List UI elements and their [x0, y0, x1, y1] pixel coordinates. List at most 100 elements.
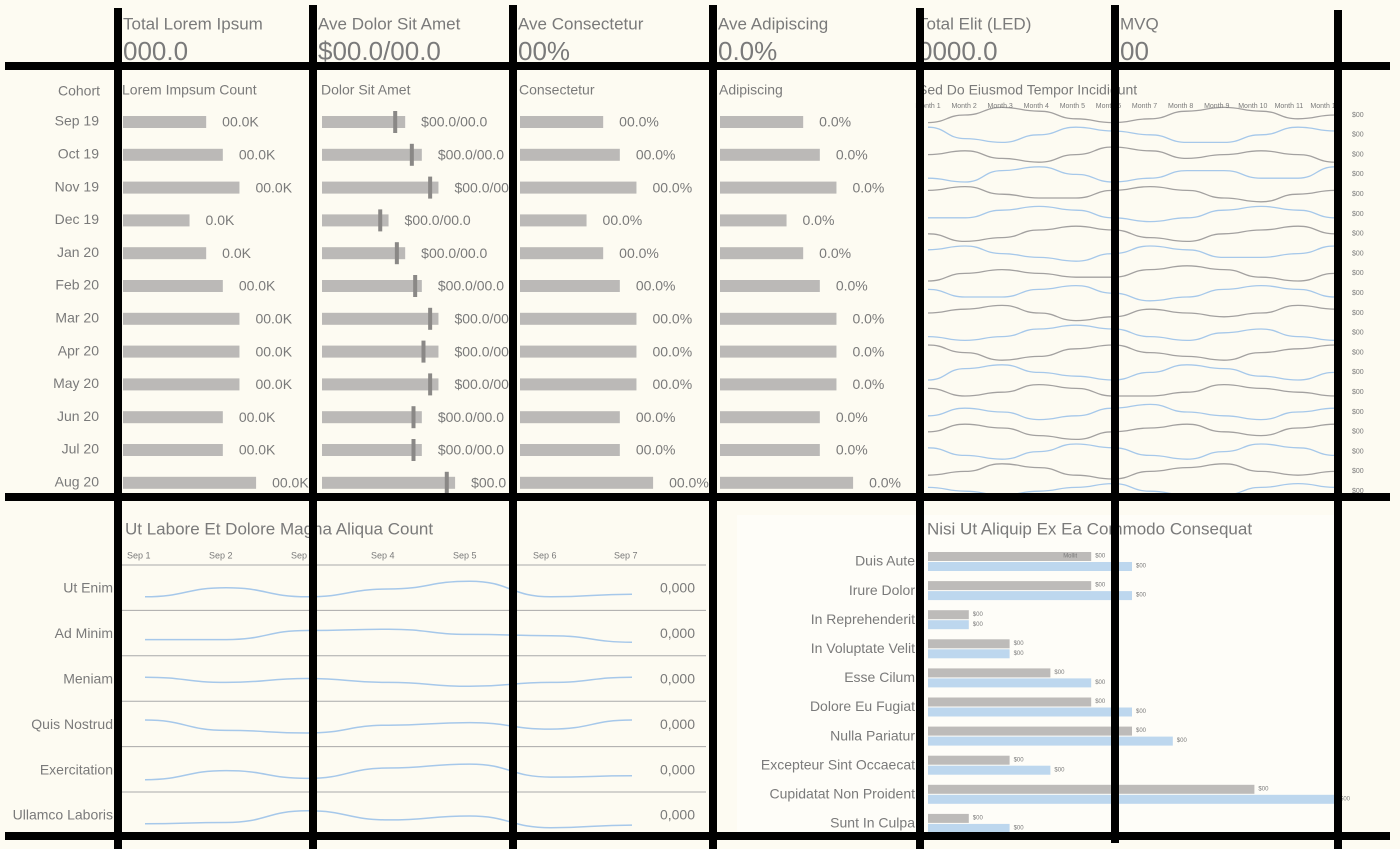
row-label: Exercitation — [40, 761, 113, 777]
value-label: $00 — [1340, 796, 1351, 802]
value-label: $00 — [973, 622, 984, 628]
bar — [928, 649, 1010, 659]
month-label: Month 11 — [1275, 103, 1304, 110]
value-label: 0.0% — [836, 442, 868, 458]
category-label: Cupidatat Non Proident — [769, 786, 915, 802]
category-label: In Reprehenderit — [811, 611, 915, 627]
bar — [928, 581, 1092, 591]
divider — [509, 5, 517, 849]
month-label: Month 6 — [1096, 103, 1121, 110]
target-marker — [411, 406, 416, 429]
value-label: $00.0/00.0 — [438, 147, 504, 163]
day-label: Sep 7 — [614, 550, 638, 560]
row-label: Ut Enim — [63, 580, 113, 596]
bar — [123, 345, 240, 358]
sparkline-label: $00 — [1352, 349, 1364, 356]
cohort-label: Apr 20 — [58, 342, 99, 358]
header-group: Adipiscing — [719, 82, 783, 98]
value-label: $00 — [1054, 670, 1065, 676]
bar — [520, 345, 637, 358]
value-label: 00.0% — [669, 475, 709, 491]
value-label: $00 — [1014, 825, 1025, 831]
sparkline — [927, 344, 1336, 361]
target-marker — [428, 176, 433, 199]
value-label: 0.0% — [836, 278, 868, 294]
value-label: 00.0% — [652, 311, 692, 327]
month-label: Month 8 — [1168, 103, 1193, 110]
bar — [123, 312, 240, 325]
bar — [322, 476, 456, 489]
kpi-value: 000.0 — [123, 36, 188, 66]
kpi-title: Total Elit (LED) — [918, 14, 1031, 33]
kpi-value: 00 — [1120, 36, 1149, 66]
bar — [520, 378, 637, 391]
sparkline — [144, 580, 633, 598]
value-label: $00.0/00.0 — [438, 278, 504, 294]
column: $00.0/00.0 $00.0/00.0 $00.0/00.0 $00.0/00.0… — [322, 111, 520, 494]
sparkline — [927, 166, 1336, 183]
sparkline — [927, 106, 1336, 124]
row-total: 0,000 — [660, 761, 695, 777]
bar — [520, 148, 620, 161]
bar — [123, 116, 207, 128]
value-label: 00.0% — [652, 179, 692, 195]
cohort-label: May 20 — [53, 375, 99, 391]
sparkline-label: $00 — [1352, 211, 1364, 218]
value-label: $00.0/00.0 — [454, 376, 520, 392]
bar — [520, 214, 587, 227]
row-label: Quis Nostrud — [31, 716, 113, 732]
value-label: 00.0% — [619, 245, 659, 261]
sparkline-label: $00 — [1352, 290, 1364, 297]
bar — [123, 378, 240, 391]
value-label: $00 — [973, 612, 984, 618]
trend-header: Sed Do Eiusmod Tempor Incididunt Month 1 M… — [915, 82, 1339, 110]
value-label: 00.0K — [272, 475, 309, 491]
bar — [720, 312, 837, 325]
month-label: Month 9 — [1204, 103, 1229, 110]
row-total: 0,000 — [660, 807, 695, 823]
row-total: 0,000 — [660, 580, 695, 596]
sparkline — [927, 383, 1336, 397]
target-marker — [428, 373, 433, 396]
value-label: 0.0K — [222, 245, 251, 261]
header-group: Consectetur — [519, 82, 595, 98]
series-label: Mollit — [1063, 554, 1077, 560]
column: 00.0% 00.0% 00.0% 00.0% 00.0% 00.0% 00.0% 00.0%… — [520, 114, 709, 491]
table-header: Cohort — [58, 83, 100, 99]
category-label: Dolore Eu Fugiat — [810, 698, 915, 714]
cohort-label: Jul 20 — [62, 441, 100, 457]
sparkline-label: $00 — [1352, 250, 1364, 257]
bar — [928, 765, 1051, 775]
chart-title: Nisi Ut Aliquip Ex Ea Commodo Consequat — [927, 519, 1252, 538]
value-label: 0.0% — [819, 245, 851, 261]
value-label: 00.0K — [222, 114, 259, 130]
section-title: Sed Do Eiusmod Tempor Incididunt — [918, 82, 1137, 98]
day-label: Sep 5 — [453, 550, 477, 560]
sparkline — [927, 185, 1336, 203]
value-label: 00.0% — [636, 442, 676, 458]
bar — [928, 726, 1132, 736]
bar — [520, 444, 620, 456]
bar — [520, 312, 637, 325]
value-label: 0.0% — [836, 147, 868, 163]
value-label: $00.0/00.0 — [454, 179, 520, 195]
bar — [928, 562, 1132, 571]
sparkline-label: $00 — [1352, 429, 1364, 436]
bar — [720, 280, 820, 292]
cohort-label: Dec 19 — [55, 211, 100, 227]
value-label: 0.0K — [206, 212, 235, 228]
divider — [309, 5, 317, 849]
bar — [928, 813, 969, 823]
target-marker — [413, 275, 418, 297]
bar — [928, 823, 1010, 833]
day-label: Sep 4 — [371, 550, 395, 560]
sparkline — [144, 719, 633, 734]
value-label: 00.0% — [652, 343, 692, 359]
value-label: 00.0K — [255, 376, 292, 392]
column-header: Lorem Impsum Count — [122, 82, 257, 98]
value-label: 0.0% — [852, 311, 884, 327]
content: Total Lorem Ipsum 000.0 Ave Dolor Sit Amet… — [13, 14, 1364, 833]
kpi-value: 0000.0 — [918, 36, 998, 66]
cohort-label: Feb 20 — [55, 277, 99, 293]
